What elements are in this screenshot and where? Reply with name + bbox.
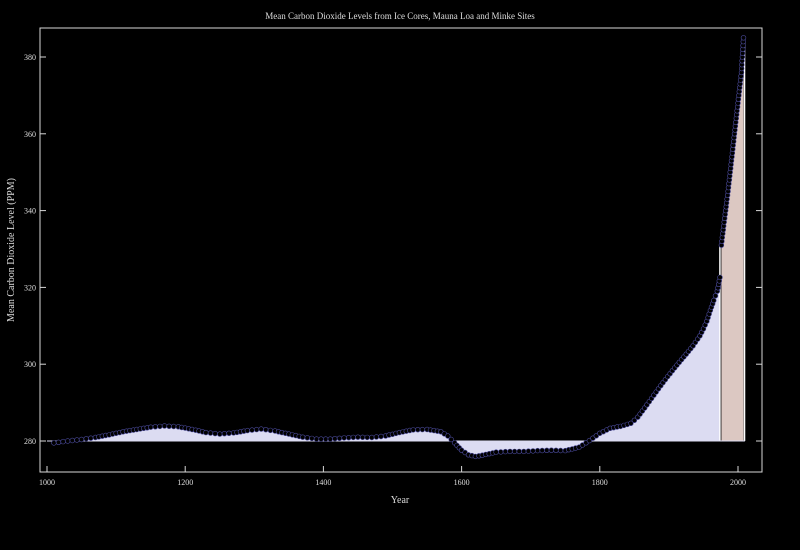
data-point <box>304 435 310 441</box>
data-point <box>369 434 375 441</box>
data-point <box>507 448 513 455</box>
data-point <box>502 448 509 455</box>
data-point <box>521 448 527 455</box>
data-point <box>244 427 251 434</box>
data-point <box>631 417 638 423</box>
data-point <box>64 438 71 444</box>
y-tick-label: 300 <box>24 360 36 369</box>
data-point <box>267 427 274 434</box>
data-point <box>171 423 177 430</box>
data-point <box>69 437 76 444</box>
data-point <box>327 436 333 442</box>
y-tick-label: 360 <box>24 130 36 139</box>
data-point <box>148 424 154 430</box>
data-point <box>445 433 451 439</box>
x-tick-label: 1000 <box>39 478 55 487</box>
data-point <box>258 426 264 432</box>
series-fill <box>53 277 720 457</box>
data-point <box>493 449 499 455</box>
data-point <box>557 447 564 454</box>
data-point <box>207 430 214 436</box>
data-point <box>548 447 555 453</box>
data-point <box>263 427 269 433</box>
chart-title: Mean Carbon Dioxide Levels from Ice Core… <box>265 11 535 21</box>
data-point <box>355 434 361 440</box>
data-point <box>55 439 62 445</box>
data-point <box>717 274 723 281</box>
data-point <box>249 427 255 433</box>
series-fill <box>721 37 744 442</box>
data-point <box>309 435 315 442</box>
data-point <box>539 447 545 454</box>
data-point <box>166 423 172 429</box>
data-point <box>78 436 85 443</box>
x-tick-label: 1400 <box>315 478 331 487</box>
x-tick-label: 1200 <box>177 478 193 487</box>
x-tick-label: 1800 <box>592 478 608 487</box>
data-point <box>318 436 324 442</box>
y-tick-label: 320 <box>24 283 36 292</box>
data-point <box>203 429 209 436</box>
data-point <box>410 427 416 433</box>
data-point <box>332 436 338 442</box>
data-points <box>51 35 747 460</box>
data-point <box>341 435 347 441</box>
data-point <box>511 448 518 455</box>
area-fills <box>47 37 746 457</box>
data-point <box>350 434 356 441</box>
data-point <box>498 449 504 455</box>
x-axis-label: Year <box>391 495 410 506</box>
data-point <box>628 420 634 426</box>
data-point <box>157 423 163 430</box>
data-point <box>359 434 366 440</box>
data-point <box>740 35 747 41</box>
data-point <box>313 436 320 442</box>
data-point <box>448 436 454 443</box>
data-point <box>534 447 541 454</box>
data-point <box>217 431 223 437</box>
data-point <box>378 433 384 440</box>
y-tick-label: 340 <box>24 207 36 216</box>
data-point <box>221 431 228 437</box>
data-point <box>253 426 260 433</box>
data-point <box>364 434 370 441</box>
plot-frame <box>39 27 763 473</box>
x-tick-label: 1600 <box>454 478 470 487</box>
y-tick-label: 280 <box>24 437 36 446</box>
data-point <box>346 435 352 441</box>
y-tick-label: 380 <box>24 53 36 62</box>
data-point <box>336 435 343 441</box>
data-point <box>161 423 168 429</box>
data-point <box>544 447 550 453</box>
data-point <box>415 427 421 433</box>
data-point <box>419 426 426 433</box>
data-point <box>152 424 159 430</box>
data-point <box>712 293 719 299</box>
data-point <box>711 297 717 304</box>
data-point <box>88 435 94 441</box>
data-point <box>51 440 57 446</box>
data-point <box>323 436 329 442</box>
data-point <box>212 430 218 437</box>
y-axis-label: Mean Carbon Dioxide Level (PPM) <box>6 178 17 322</box>
data-point <box>525 448 532 454</box>
data-point <box>60 438 66 445</box>
data-point <box>226 430 232 436</box>
axes: 1000 1200 1400 1600 1800 2000 280 300 320 340 360 3… <box>24 53 762 487</box>
data-point <box>530 448 536 454</box>
data-point <box>516 448 522 455</box>
x-tick-label: 2000 <box>730 478 746 487</box>
data-point <box>553 447 559 453</box>
data-point <box>373 434 380 440</box>
data-point <box>74 437 80 443</box>
data-point <box>300 434 306 440</box>
data-point <box>83 436 89 442</box>
